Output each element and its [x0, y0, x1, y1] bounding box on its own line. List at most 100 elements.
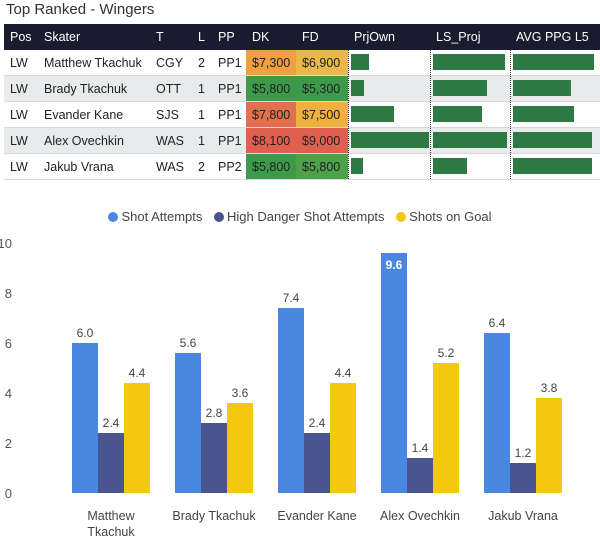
y-tick-label: 6: [5, 336, 12, 351]
data-label: 2.4: [103, 416, 120, 430]
y-tick-label: 2: [5, 436, 12, 451]
cell-fd: $5,800: [296, 153, 348, 180]
cell-line: 2: [192, 153, 212, 180]
table-header-row: Pos Skater T L PP DK FD PrjOwn LS_Proj A…: [4, 24, 600, 50]
cell-fd: $7,500: [296, 101, 348, 128]
header-dk[interactable]: DK: [246, 24, 296, 50]
bar-shots-on-goal: [536, 398, 562, 493]
x-tick-label: Tkachuk: [87, 525, 135, 539]
cell-team: WAS: [150, 153, 192, 180]
cell-prjown: [347, 101, 430, 128]
cell-line: 2: [192, 50, 212, 76]
legend-item-shot-attempts[interactable]: Shot Attempts: [108, 209, 202, 224]
chart-legend: Shot Attempts High Danger Shot Attempts …: [0, 209, 600, 224]
table-row[interactable]: LW Alex Ovechkin WAS 1 PP1 $8,100 $9,000: [4, 127, 600, 154]
cell-skater: Matthew Tkachuk: [38, 50, 150, 76]
data-bar: [512, 132, 592, 148]
data-bar: [432, 132, 507, 148]
bar-shots-on-goal: [124, 383, 150, 493]
data-bar: [350, 54, 369, 70]
data-label: 6.4: [489, 316, 506, 330]
shots-chart: 0 2 4 6 8 10 6.0 2.4 4.4 Matthew Tkachuk 5.6 2.8 3.6 B…: [0, 236, 562, 539]
data-bar: [350, 132, 429, 148]
header-prjown[interactable]: PrjOwn: [348, 24, 430, 50]
cell-team: OTT: [150, 75, 192, 102]
cell-line: 1: [192, 101, 212, 128]
cell-skater: Alex Ovechkin: [38, 127, 150, 154]
legend-dot-icon: [214, 212, 224, 222]
cell-pp: PP2: [212, 153, 246, 180]
cell-pos: LW: [4, 75, 38, 102]
header-skater[interactable]: Skater: [38, 24, 150, 50]
table-row[interactable]: LW Jakub Vrana WAS 2 PP2 $5,800 $5,800: [4, 153, 600, 180]
data-bar: [432, 158, 468, 174]
cell-fd: $9,000: [296, 127, 348, 154]
legend-item-high-danger[interactable]: High Danger Shot Attempts: [214, 209, 385, 224]
data-bar: [512, 54, 595, 70]
header-pos[interactable]: Pos: [4, 24, 38, 50]
data-label: 2.4: [309, 416, 326, 430]
table-row[interactable]: LW Brady Tkachuk OTT 1 PP1 $5,800 $5,300: [4, 75, 600, 102]
header-ls-proj[interactable]: LS_Proj: [430, 24, 510, 50]
data-bar: [350, 158, 364, 174]
cell-avg-ppg: [509, 127, 600, 154]
cell-line: 1: [192, 127, 212, 154]
y-tick-label: 0: [5, 486, 12, 501]
data-label: 5.6: [180, 336, 197, 350]
bar-shot-attempts: [72, 343, 98, 493]
bar-shot-attempts: [381, 253, 407, 493]
data-label: 3.8: [541, 381, 558, 395]
bar-shots-on-goal: [433, 363, 459, 493]
header-pp[interactable]: PP: [212, 24, 246, 50]
cell-pp: PP1: [212, 127, 246, 154]
header-team[interactable]: T: [150, 24, 192, 50]
bar-high-danger-shot-attempts: [407, 458, 433, 493]
cell-skater: Evander Kane: [38, 101, 150, 128]
cell-prjown: [347, 153, 430, 180]
legend-dot-icon: [108, 212, 119, 222]
header-avg-ppg[interactable]: AVG PPG L5: [510, 24, 600, 50]
y-tick-label: 8: [5, 286, 12, 301]
cell-dk: $5,800: [246, 153, 296, 180]
cell-ls-proj: [429, 127, 510, 154]
cell-dk: $5,800: [246, 75, 296, 102]
table-row[interactable]: LW Evander Kane SJS 1 PP1 $7,800 $7,500: [4, 101, 600, 128]
cell-ls-proj: [429, 153, 510, 180]
bar-shot-attempts: [484, 333, 510, 493]
cell-pp: PP1: [212, 50, 246, 76]
data-label: 6.0: [77, 326, 94, 340]
cell-dk: $8,100: [246, 127, 296, 154]
cell-skater: Brady Tkachuk: [38, 75, 150, 102]
wingers-table: Pos Skater T L PP DK FD PrjOwn LS_Proj A…: [4, 24, 600, 180]
cell-prjown: [347, 75, 430, 102]
legend-label: Shots on Goal: [409, 209, 492, 224]
cell-pos: LW: [4, 50, 38, 76]
cell-fd: $5,300: [296, 75, 348, 102]
cell-pos: LW: [4, 127, 38, 154]
header-line[interactable]: L: [192, 24, 212, 50]
header-fd[interactable]: FD: [296, 24, 348, 50]
data-label: 4.4: [129, 366, 146, 380]
data-label: 3.6: [232, 386, 249, 400]
bar-shot-attempts: [278, 308, 304, 493]
x-tick-label: Matthew: [87, 509, 135, 523]
data-bar: [432, 54, 505, 70]
cell-skater: Jakub Vrana: [38, 153, 150, 180]
data-bar: [432, 106, 482, 122]
cell-pos: LW: [4, 153, 38, 180]
legend-item-shots-on-goal[interactable]: Shots on Goal: [396, 209, 492, 224]
y-tick-label: 4: [5, 386, 12, 401]
data-label: 4.4: [335, 366, 352, 380]
data-label: 7.4: [283, 291, 300, 305]
bar-high-danger-shot-attempts: [510, 463, 536, 493]
data-bar: [350, 106, 394, 122]
data-bar: [512, 106, 575, 122]
cell-fd: $6,900: [296, 50, 348, 76]
cell-team: CGY: [150, 50, 192, 76]
cell-avg-ppg: [509, 153, 600, 180]
bar-shot-attempts: [175, 353, 201, 493]
data-label: 1.4: [412, 441, 429, 455]
cell-team: WAS: [150, 127, 192, 154]
table-row[interactable]: LW Matthew Tkachuk CGY 2 PP1 $7,300 $6,900: [4, 50, 600, 76]
data-label: 2.8: [206, 406, 223, 420]
